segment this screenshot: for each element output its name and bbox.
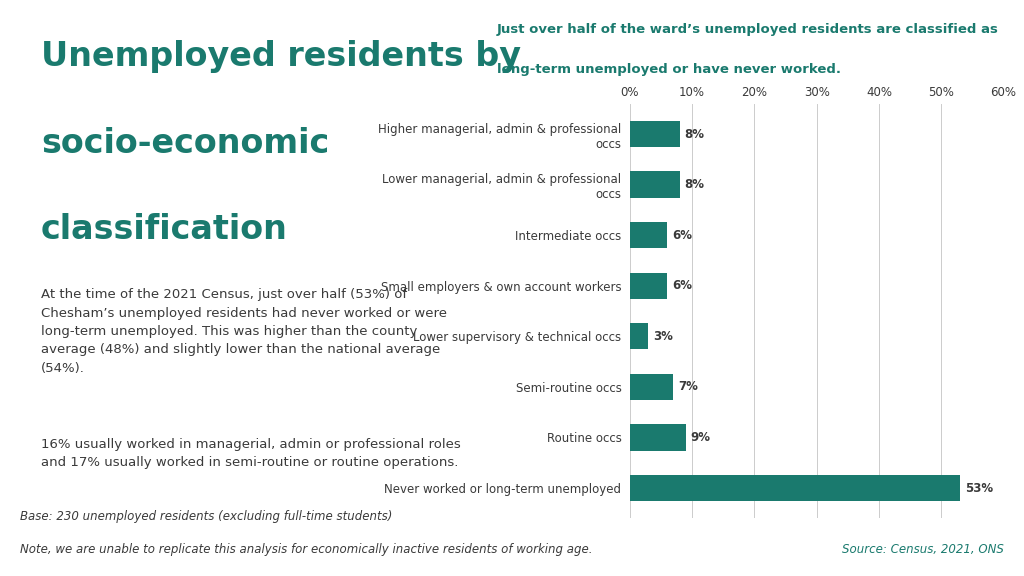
Text: Unemployed residents by: Unemployed residents by bbox=[41, 40, 521, 73]
Bar bbox=[630, 222, 668, 248]
Text: Source: Census, 2021, ONS: Source: Census, 2021, ONS bbox=[842, 543, 1004, 556]
Text: classification: classification bbox=[41, 213, 288, 246]
Text: 53%: 53% bbox=[965, 482, 993, 495]
Text: socio-economic: socio-economic bbox=[41, 127, 329, 160]
Text: 16% usually worked in managerial, admin or professional roles
and 17% usually wo: 16% usually worked in managerial, admin … bbox=[41, 438, 461, 469]
Text: 8%: 8% bbox=[685, 127, 705, 141]
Text: 7%: 7% bbox=[678, 380, 698, 393]
Bar bbox=[630, 121, 680, 147]
Text: 6%: 6% bbox=[672, 279, 692, 292]
Text: 8%: 8% bbox=[685, 178, 705, 191]
Bar bbox=[630, 323, 648, 350]
Bar bbox=[630, 475, 959, 501]
Text: At the time of the 2021 Census, just over half (53%) of
Chesham’s unemployed res: At the time of the 2021 Census, just ove… bbox=[41, 288, 446, 375]
Text: Note, we are unable to replicate this analysis for economically inactive residen: Note, we are unable to replicate this an… bbox=[20, 543, 593, 556]
Text: 9%: 9% bbox=[691, 431, 711, 444]
Text: 6%: 6% bbox=[672, 229, 692, 242]
Bar bbox=[630, 172, 680, 198]
Bar bbox=[630, 425, 686, 450]
Text: Base: 230 unemployed residents (excluding full-time students): Base: 230 unemployed residents (excludin… bbox=[20, 510, 393, 523]
Text: 3%: 3% bbox=[653, 330, 674, 343]
Bar bbox=[630, 272, 668, 299]
Text: Just over half of the ward’s unemployed residents are classified as: Just over half of the ward’s unemployed … bbox=[497, 23, 998, 36]
Bar bbox=[630, 374, 674, 400]
Text: long-term unemployed or have never worked.: long-term unemployed or have never worke… bbox=[497, 63, 841, 77]
